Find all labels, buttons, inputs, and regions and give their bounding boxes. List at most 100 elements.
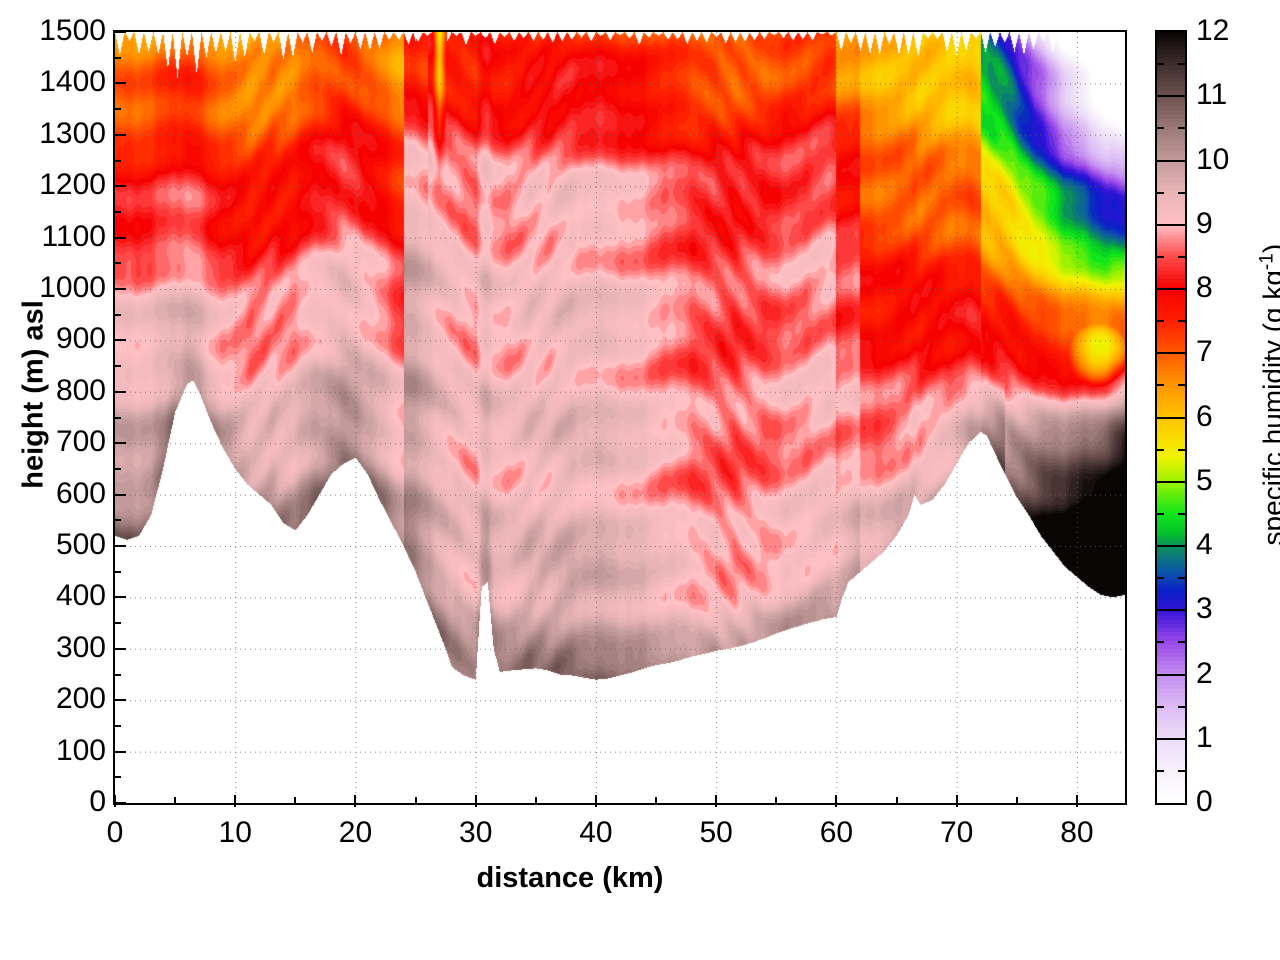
y-tick-major: [113, 596, 126, 599]
y-tick-major: [113, 82, 126, 85]
y-tick-major: [113, 288, 126, 290]
y-tick-label: 200: [55, 682, 106, 716]
y-tick-major: [113, 442, 126, 445]
colorbar-tick-minor: [1178, 641, 1187, 644]
x-tick-label: 60: [819, 816, 854, 849]
y-tick-label: 600: [55, 476, 106, 510]
y-tick-major: [113, 31, 126, 33]
x-tick-major: [955, 795, 958, 807]
x-tick-label: 20: [338, 816, 373, 849]
colorbar-tick-label: 12: [1196, 14, 1230, 47]
colorbar-title-tail: ): [1258, 244, 1280, 253]
colorbar-tick-label: 1: [1196, 720, 1213, 754]
colorbar-tick-label: 8: [1196, 271, 1213, 304]
colorbar-tick-minor: [1178, 320, 1187, 323]
colorbar-tick-minor: [1155, 320, 1164, 323]
humidity-field-canvas: [115, 32, 1125, 803]
colorbar-tick-minor: [1178, 769, 1187, 772]
x-axis-title: distance (km): [476, 862, 664, 894]
colorbar-tick-minor: [1178, 577, 1187, 580]
y-axis-title: height (m) asl: [17, 300, 50, 489]
colorbar-tick-minor: [1155, 769, 1164, 772]
colorbar-tick-minor: [1155, 255, 1164, 258]
colorbar-tick-label: 3: [1196, 592, 1213, 626]
colorbar-tick-minor: [1155, 448, 1164, 451]
colorbar-title-exponent: -1: [1256, 253, 1278, 271]
y-tick-major: [113, 339, 126, 342]
colorbar-tick-label: 7: [1196, 335, 1213, 369]
colorbar-tick-minor: [1178, 191, 1187, 194]
y-tick-label: 0: [89, 785, 106, 818]
y-tick-label: 1100: [41, 219, 106, 253]
y-tick-minor: [113, 724, 121, 727]
colorbar-tick-minor: [1178, 63, 1187, 66]
x-tick-minor: [895, 797, 898, 805]
x-tick-label: 50: [699, 816, 733, 849]
y-tick-label: 800: [55, 373, 106, 407]
x-tick-label: 30: [459, 816, 493, 849]
y-tick-label: 700: [55, 425, 106, 459]
y-tick-label: 900: [55, 322, 106, 356]
x-tick-label: 80: [1060, 816, 1094, 849]
y-tick-minor: [113, 467, 121, 470]
x-tick-major: [594, 795, 597, 807]
y-tick-minor: [113, 570, 121, 573]
colorbar-tick-major: [1155, 737, 1187, 740]
y-tick-minor: [113, 416, 121, 419]
colorbar-tick-major: [1155, 609, 1187, 612]
colorbar-tick-major: [1155, 416, 1187, 419]
x-tick-major: [715, 795, 718, 807]
y-tick-minor: [113, 210, 121, 213]
y-tick-label: 500: [55, 528, 106, 561]
y-tick-minor: [113, 673, 121, 676]
y-tick-major: [113, 750, 126, 753]
colorbar-tick-major: [1155, 673, 1187, 676]
colorbar-tick-minor: [1178, 255, 1187, 258]
x-tick-label: 40: [579, 816, 613, 849]
colorbar-tick-label: 5: [1196, 463, 1213, 497]
y-tick-label: 100: [55, 733, 106, 767]
colorbar-tick-minor: [1178, 127, 1187, 130]
x-tick-major: [114, 795, 116, 807]
colorbar-tick-minor: [1178, 705, 1187, 708]
y-tick-major: [113, 390, 126, 393]
colorbar-tick-minor: [1155, 191, 1164, 194]
y-tick-major: [113, 185, 126, 188]
colorbar-tick-minor: [1155, 384, 1164, 387]
colorbar-title-text: specific humidity (g kg: [1257, 270, 1280, 546]
y-tick-minor: [113, 262, 121, 265]
y-tick-label: 300: [55, 630, 106, 664]
x-tick-label: 10: [218, 816, 252, 849]
colorbar-tick-label: 2: [1196, 656, 1213, 690]
x-tick-minor: [294, 797, 297, 805]
x-tick-major: [474, 795, 477, 807]
colorbar-tick-label: 6: [1196, 399, 1213, 433]
y-tick-label: 1000: [39, 271, 106, 304]
colorbar-tick-minor: [1178, 384, 1187, 387]
y-tick-major: [113, 802, 126, 804]
colorbar-tick-major: [1155, 223, 1187, 226]
y-tick-minor: [113, 56, 121, 59]
y-tick-label: 1500: [39, 14, 106, 47]
y-tick-minor: [113, 622, 121, 625]
colorbar-tick-major: [1155, 159, 1187, 162]
colorbar-tick-minor: [1155, 127, 1164, 130]
plot-area: [113, 30, 1127, 805]
x-tick-major: [234, 795, 237, 807]
y-tick-major: [113, 545, 126, 547]
y-tick-minor: [113, 519, 121, 522]
colorbar-tick-label: 4: [1196, 528, 1213, 561]
y-tick-label: 1300: [39, 116, 106, 150]
colorbar-tick-major: [1155, 352, 1187, 355]
x-tick-minor: [655, 797, 658, 805]
x-tick-minor: [414, 797, 417, 805]
y-tick-minor: [113, 159, 121, 162]
colorbar-tick-minor: [1155, 512, 1164, 515]
y-tick-major: [113, 699, 126, 702]
y-tick-minor: [113, 108, 121, 111]
y-tick-label: 400: [55, 579, 106, 613]
colorbar-tick-major: [1155, 288, 1187, 290]
colorbar-tick-major: [1155, 480, 1187, 483]
colorbar-tick-minor: [1155, 577, 1164, 580]
